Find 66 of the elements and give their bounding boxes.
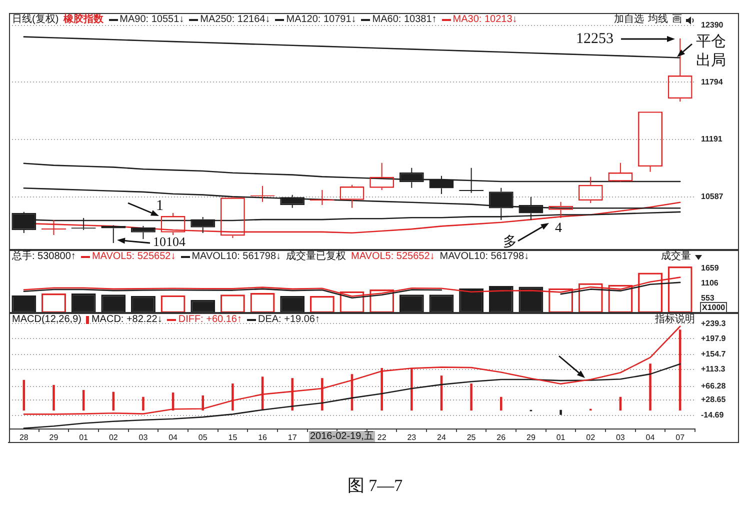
caption: 图 7—7 bbox=[347, 476, 403, 495]
chart-title: 总手: 530800↑ bbox=[12, 251, 76, 263]
x-tick-label: 05 bbox=[198, 433, 208, 442]
legend-label: MA250: 12164↓ bbox=[200, 14, 270, 26]
x-tick-label: 26 bbox=[496, 433, 506, 442]
annotation: 12253 bbox=[576, 31, 614, 48]
annotation: 1 bbox=[156, 198, 164, 215]
legend-label: MA90: 10551↓ bbox=[120, 14, 184, 26]
y-tick-label: 11191 bbox=[701, 134, 723, 144]
x-tick-label: 01 bbox=[79, 433, 89, 442]
annotation: 均线 bbox=[648, 14, 668, 26]
y-tick-label: +197.9 bbox=[701, 334, 726, 343]
x-tick-label: 04 bbox=[646, 433, 656, 442]
x-tick-label: 03 bbox=[616, 433, 626, 442]
y-tick-label: -14.69 bbox=[701, 410, 724, 420]
y-tick-label: 11794 bbox=[701, 77, 724, 86]
annotation: 4 bbox=[555, 221, 562, 236]
x-tick-label: 04 bbox=[168, 433, 178, 442]
chart-subtitle: 橡胶指数 bbox=[64, 14, 104, 26]
x-tick-label: 15 bbox=[228, 433, 238, 442]
annotation: 指标说明 bbox=[655, 314, 695, 326]
legend-label: MACD: +82.22↓ bbox=[91, 314, 162, 326]
y-tick-label: +28.65 bbox=[701, 395, 726, 404]
y-tick-label: 10587 bbox=[701, 192, 724, 202]
legend-label: MAVOL5: 525652↓ bbox=[92, 251, 176, 263]
y-tick-label: 553 bbox=[701, 293, 715, 302]
y-tick-label: 1106 bbox=[701, 278, 719, 288]
chart-title: 日线(复权) bbox=[12, 14, 59, 26]
x-tick-label: 23 bbox=[407, 433, 417, 442]
y-tick-label: +66.28 bbox=[701, 381, 726, 390]
y-tick-label: +113.3 bbox=[701, 364, 726, 374]
x-tick-label: 01 bbox=[556, 433, 566, 442]
legend-label: MA30: 10213↓ bbox=[452, 14, 518, 26]
x-tick-label: 03 bbox=[138, 433, 148, 442]
x-tick-label: 25 bbox=[466, 433, 476, 442]
x-tick-label: 28 bbox=[19, 433, 29, 442]
y-axis-title: X1000 bbox=[700, 302, 728, 313]
x-tick-label: 02 bbox=[586, 433, 596, 442]
annotation: 加自选 bbox=[614, 14, 644, 26]
x-tick-label: 22 bbox=[377, 433, 387, 442]
text: MAVOL5: 525652↓ bbox=[351, 251, 435, 262]
y-tick-label: 12390 bbox=[701, 20, 724, 30]
x-tick-label: 16 bbox=[258, 433, 268, 442]
legend-label: DEA: +19.06↑ bbox=[258, 314, 320, 326]
x-tick-label: 29 bbox=[526, 433, 536, 442]
annotation: 10104 bbox=[153, 234, 186, 249]
x-tick-label: 02 bbox=[108, 433, 118, 442]
annotation: 画 bbox=[672, 14, 682, 26]
text: 平仓出局 bbox=[696, 33, 727, 71]
y-tick-label: +239.3 bbox=[701, 318, 726, 328]
x-tick-label: 07 bbox=[676, 433, 686, 442]
text: MAVOL10: 561798↓ bbox=[440, 251, 530, 262]
x-tick-label: 24 bbox=[437, 433, 446, 442]
chart-title: MACD(12,26,9) bbox=[12, 314, 82, 326]
legend-label: MAVOL10: 561798↓ bbox=[192, 251, 282, 263]
annotation: 多 bbox=[503, 235, 517, 250]
x-tick-label: 17 bbox=[288, 433, 298, 442]
y-tick-label: +154.7 bbox=[701, 350, 726, 359]
legend-label: DIFF: +60.16↑ bbox=[178, 314, 242, 326]
text: 2016-02-19,五 bbox=[309, 431, 375, 442]
x-tick-label: 29 bbox=[49, 433, 59, 442]
y-tick-label: 1659 bbox=[701, 263, 720, 272]
chart-subtitle: 成交量已复权 bbox=[286, 251, 346, 263]
legend-label: MA120: 10791↓ bbox=[286, 14, 356, 26]
legend-label: MA60: 10381↑ bbox=[372, 14, 437, 26]
annotation: 成交量 bbox=[661, 251, 691, 263]
